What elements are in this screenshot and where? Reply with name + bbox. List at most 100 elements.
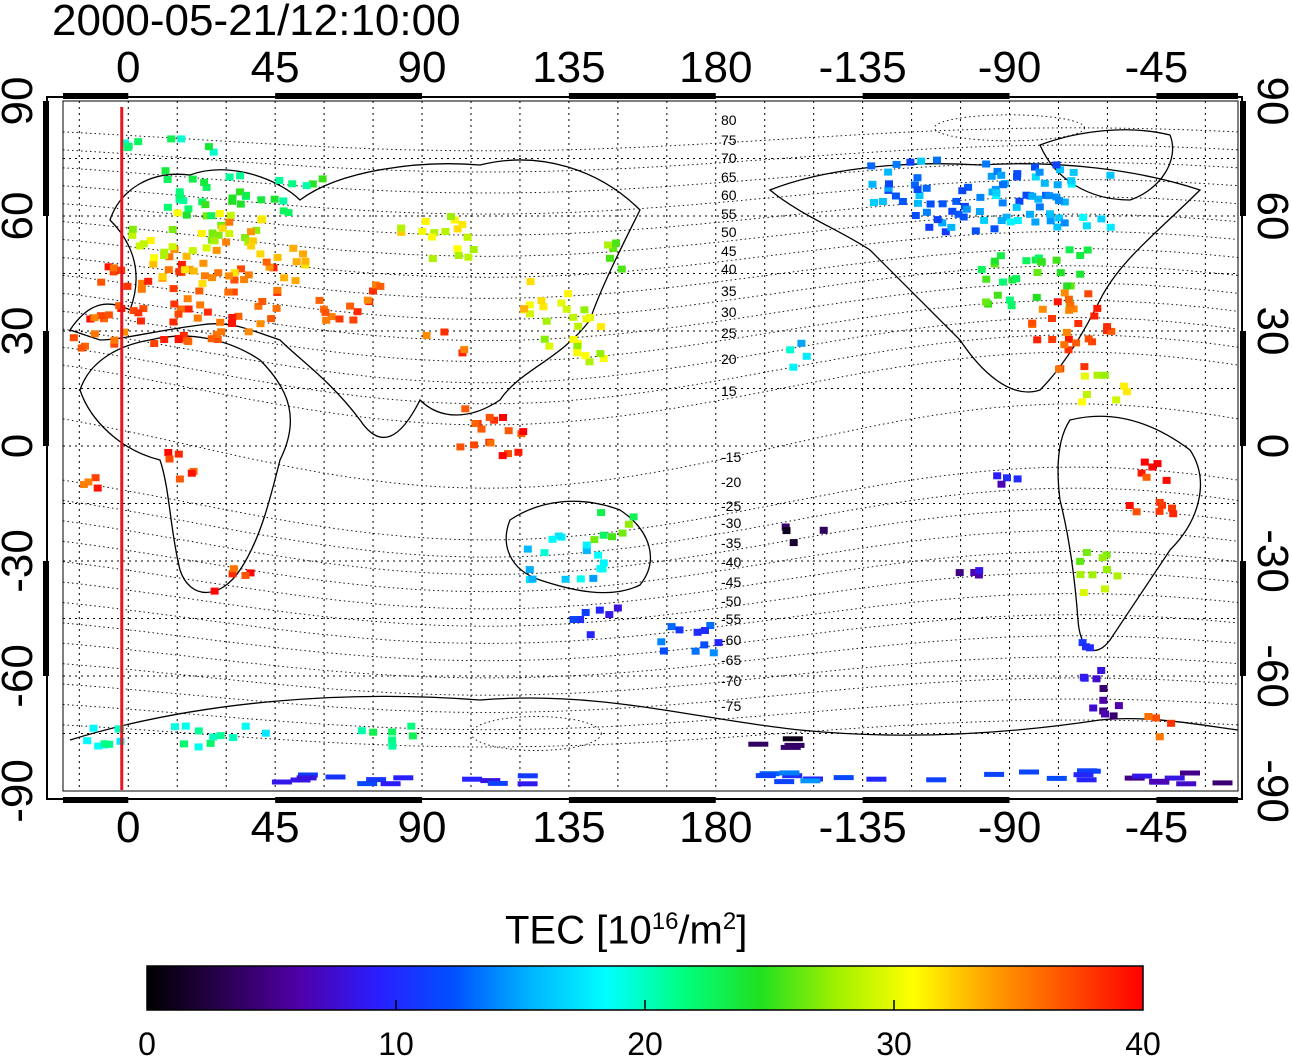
tec-cell — [514, 448, 523, 456]
tec-cell — [1083, 246, 1092, 254]
tec-cell — [456, 443, 465, 451]
tec-cell — [1180, 770, 1200, 776]
tec-cell — [1067, 177, 1076, 185]
tec-cell — [247, 228, 255, 236]
tec-cell — [139, 305, 148, 313]
tec-cell — [1092, 675, 1101, 683]
tec-cell — [1038, 305, 1047, 313]
tec-cell — [580, 306, 589, 314]
left-tick-label: -60 — [0, 644, 42, 708]
tec-cell — [229, 288, 238, 296]
tec-cell — [1099, 696, 1108, 704]
tec-cell — [177, 135, 186, 143]
left-tick-label: 0 — [0, 434, 42, 458]
tec-cell — [279, 207, 288, 215]
tec-cell — [1093, 304, 1102, 312]
tec-cell — [554, 532, 563, 540]
tec-cell — [1103, 566, 1111, 573]
tec-cell — [1028, 319, 1037, 327]
tec-cell — [369, 728, 378, 736]
tec-cell — [175, 268, 184, 276]
tec-cell — [1012, 275, 1021, 283]
tec-cell — [569, 616, 578, 623]
tec-cell — [833, 775, 854, 781]
tec-cell — [273, 254, 282, 261]
contour-line — [63, 334, 1238, 405]
tec-cell — [430, 229, 439, 237]
tec-cell — [913, 174, 922, 182]
tec-cell — [174, 310, 183, 318]
tec-cell — [189, 267, 198, 275]
tec-cell — [241, 234, 250, 241]
tec-cell — [1140, 458, 1149, 466]
left-tick-label: 90 — [0, 77, 42, 126]
tec-cell — [175, 475, 184, 483]
tec-cell — [1002, 213, 1011, 221]
tec-cell — [212, 331, 221, 338]
coast-eurasia — [68, 159, 641, 438]
tec-cell — [1114, 702, 1123, 710]
tec-cell — [137, 285, 146, 293]
tec-cell — [440, 328, 449, 336]
tec-cell — [910, 181, 919, 189]
tec-cell — [1028, 192, 1037, 200]
tec-cell — [182, 211, 191, 219]
tec-cell — [388, 742, 397, 750]
top-tick-label: -135 — [819, 43, 907, 92]
tec-cell — [453, 225, 462, 233]
tec-cell — [248, 237, 257, 245]
tec-cell — [138, 279, 147, 287]
frame-bar — [63, 797, 129, 803]
tec-cell — [998, 199, 1007, 207]
top-tick-label: 135 — [532, 43, 605, 92]
tec-cell — [917, 157, 926, 165]
tec-cell — [183, 337, 192, 345]
tec-cell — [562, 305, 571, 313]
tec-cell — [709, 649, 718, 657]
tec-cell — [573, 343, 582, 350]
frame-bar — [862, 797, 1010, 803]
tec-cell — [202, 183, 211, 191]
tec-cell — [589, 574, 598, 582]
tec-cell — [109, 268, 118, 276]
tec-cell — [257, 216, 266, 224]
contour-label: 40 — [721, 261, 737, 277]
tec-cell — [464, 253, 473, 261]
contour-label: -30 — [721, 515, 741, 531]
tec-cell — [139, 240, 148, 248]
tec-cell — [609, 244, 618, 252]
tec-cell — [1063, 282, 1072, 290]
tec-cell — [1090, 312, 1099, 320]
colorbar-title: TEC [1016/m2] — [505, 908, 748, 953]
tec-cell — [267, 315, 276, 323]
tec-cell — [922, 208, 931, 216]
tec-cell — [388, 736, 397, 744]
tec-cell — [158, 273, 167, 281]
frame-bar — [43, 331, 49, 446]
tec-cell — [1031, 173, 1040, 181]
tec-cell — [574, 322, 583, 330]
tec-cell — [291, 277, 300, 285]
tec-cell — [1064, 295, 1073, 303]
tec-cell — [993, 291, 1002, 299]
tec-cell — [210, 237, 219, 245]
tec-cell — [161, 167, 170, 175]
tec-cell — [1093, 371, 1102, 379]
tec-cell — [1089, 704, 1098, 712]
tec-cell — [225, 173, 234, 181]
contour-line — [63, 230, 1238, 278]
tec-cell — [1048, 336, 1057, 343]
contour-label: 20 — [721, 351, 737, 367]
tec-cell — [202, 244, 211, 252]
tec-cell — [96, 312, 105, 320]
tec-cell — [997, 171, 1006, 179]
tec-cell — [1064, 335, 1073, 343]
tec-cell — [167, 135, 176, 143]
tec-cell — [69, 334, 78, 342]
tec-cell — [1065, 246, 1074, 254]
contour-line — [63, 127, 1238, 152]
tec-cell — [149, 260, 158, 268]
tec-cell — [1149, 778, 1170, 784]
tec-cell — [599, 355, 608, 362]
tec-cell — [789, 363, 798, 371]
